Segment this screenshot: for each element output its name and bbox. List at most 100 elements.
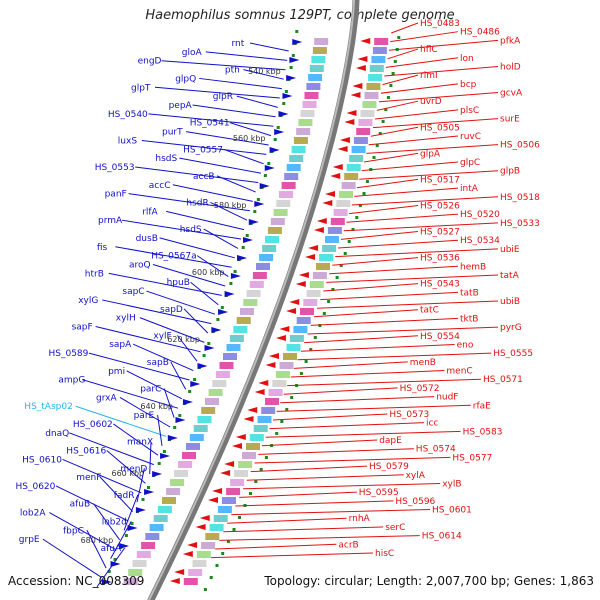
leader-line — [96, 547, 126, 588]
gene-label-left: pepA — [169, 101, 193, 111]
gene-label-right: HS_0601 — [432, 506, 472, 516]
gene-block — [300, 110, 315, 117]
leader-line — [359, 170, 499, 180]
tick-mark — [397, 36, 401, 39]
strand-arrow-forward — [175, 417, 186, 423]
gene-label-left: HS_0610 — [22, 455, 62, 465]
strand-arrow-reverse — [352, 83, 363, 89]
gene-block — [132, 560, 147, 567]
tick-mark — [282, 102, 286, 105]
leader-line — [380, 83, 459, 94]
tick-mark — [173, 426, 177, 429]
tick-mark — [284, 90, 288, 93]
tick-mark — [365, 180, 369, 183]
tick-mark — [209, 576, 213, 579]
gene-block — [145, 533, 160, 540]
tick-mark — [275, 432, 279, 435]
leader-line — [185, 131, 269, 146]
gene-label-left: engD — [138, 57, 162, 67]
strand-arrow-reverse — [243, 416, 254, 422]
leader-line — [297, 352, 492, 361]
strand-arrow-reverse — [254, 389, 265, 395]
gene-label-left: sapB — [147, 358, 169, 368]
tick-mark — [291, 54, 295, 57]
kbp-marker: 680 kbp — [81, 536, 114, 545]
gene-block — [213, 515, 228, 522]
tick-mark — [351, 228, 355, 231]
accession-label: Accession: NC_008309 — [8, 574, 145, 588]
gene-label-right: tatC — [420, 306, 439, 316]
tick-mark — [358, 204, 362, 207]
leader-line — [372, 118, 499, 129]
strand-arrow-reverse — [355, 65, 366, 71]
tick-mark — [386, 96, 390, 99]
leader-line — [354, 187, 459, 197]
strand-arrow-reverse — [322, 200, 333, 206]
leader-line — [148, 113, 274, 127]
gene-block — [364, 92, 379, 99]
leader-line — [376, 100, 419, 111]
leader-line — [388, 39, 499, 51]
gene-block — [261, 407, 276, 414]
tick-mark — [253, 210, 257, 213]
gene-label-left: afuA — [101, 544, 122, 554]
leader-line — [106, 450, 146, 484]
gene-label-left: fis — [97, 243, 108, 253]
leader-line — [149, 441, 152, 475]
leader-line — [88, 352, 190, 381]
kbp-marker: 540 kbp — [248, 67, 281, 76]
leader-line — [135, 166, 259, 184]
leader-line — [294, 361, 408, 369]
gene-block — [275, 371, 290, 378]
leader-line — [146, 290, 216, 315]
leader-line — [382, 74, 419, 86]
leader-line — [170, 361, 187, 390]
strand-arrow-reverse — [174, 569, 185, 575]
gene-block — [276, 200, 291, 207]
strand-arrow-forward — [278, 111, 289, 117]
strand-arrow-reverse — [316, 218, 327, 224]
gene-block — [304, 92, 319, 99]
strand-arrow-reverse — [313, 227, 324, 233]
leader-line — [210, 202, 248, 221]
leader-line — [329, 265, 459, 275]
leader-line — [121, 219, 242, 240]
gene-label-right: HS_0533 — [500, 219, 540, 229]
tick-mark — [245, 234, 249, 237]
gene-label-right: HS_0614 — [422, 532, 462, 542]
tick-mark — [233, 270, 237, 273]
gene-block — [136, 551, 151, 558]
leader-line — [205, 51, 288, 61]
tick-mark — [220, 306, 224, 309]
gene-block — [322, 245, 337, 252]
leader-line — [159, 237, 235, 259]
gene-block — [327, 227, 342, 234]
gene-block — [346, 164, 361, 171]
tick-mark — [290, 396, 294, 399]
leader-line — [250, 465, 368, 473]
leader-line — [385, 57, 459, 68]
gene-label-left: xylG — [78, 296, 98, 306]
gene-label-right: icc — [426, 419, 438, 429]
gene-label-left: HS_0589 — [49, 349, 89, 359]
leader-line — [391, 22, 419, 34]
gene-label-left: accC — [149, 181, 171, 191]
strand-arrow-forward — [127, 525, 138, 531]
gene-label-left: dnaQ — [45, 429, 69, 439]
gene-label-right: holD — [500, 62, 521, 72]
leader-line — [154, 86, 280, 99]
tick-mark — [215, 564, 219, 567]
leader-line — [157, 415, 163, 446]
strand-arrow-reverse — [305, 254, 316, 260]
leader-line — [313, 309, 419, 318]
kbp-marker: 640 kbp — [140, 402, 173, 411]
gene-label-right: rfaE — [473, 401, 491, 411]
gene-label-left: HS_0541 — [190, 119, 230, 129]
gene-label-right: HS_0579 — [369, 462, 409, 472]
leader-line — [219, 535, 420, 541]
strand-arrow-reverse — [275, 335, 286, 341]
gene-block — [149, 524, 164, 531]
gene-block — [330, 218, 345, 225]
gene-block — [223, 353, 237, 360]
gene-block — [291, 146, 306, 153]
